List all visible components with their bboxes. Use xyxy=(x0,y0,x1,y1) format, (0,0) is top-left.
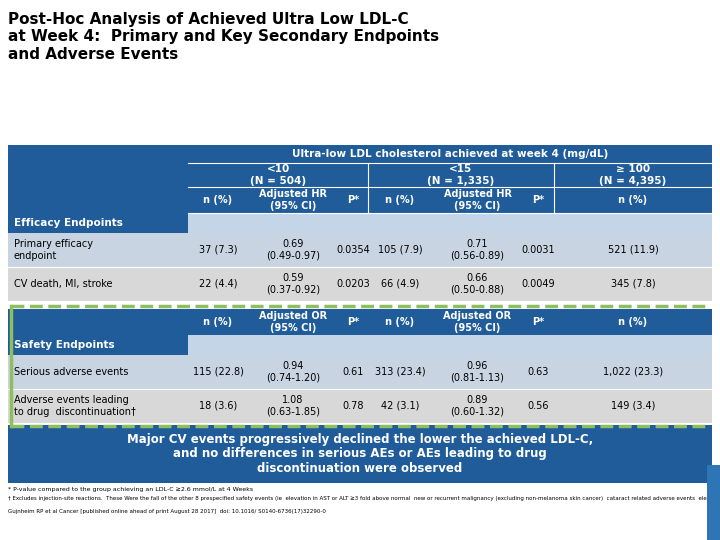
Text: 313 (23.4): 313 (23.4) xyxy=(374,367,426,377)
Text: 0.59
(0.37-0.92): 0.59 (0.37-0.92) xyxy=(266,273,320,295)
Text: 0.0203: 0.0203 xyxy=(336,279,370,289)
Text: <10
(N = 504): <10 (N = 504) xyxy=(250,164,306,186)
Text: 0.94
(0.74-1.20): 0.94 (0.74-1.20) xyxy=(266,361,320,383)
Bar xyxy=(8,425,712,483)
Text: Primary efficacy
endpoint: Primary efficacy endpoint xyxy=(14,239,93,261)
Text: 115 (22.8): 115 (22.8) xyxy=(192,367,243,377)
Bar xyxy=(8,355,712,389)
Text: n (%): n (%) xyxy=(618,317,647,327)
Bar xyxy=(188,213,712,233)
Text: 0.56: 0.56 xyxy=(528,401,549,411)
Text: 0.71
(0.56-0.89): 0.71 (0.56-0.89) xyxy=(451,239,505,261)
Bar xyxy=(8,163,712,187)
Text: Adjusted OR
(95% CI): Adjusted OR (95% CI) xyxy=(444,311,512,333)
Text: 345 (7.8): 345 (7.8) xyxy=(611,279,655,289)
Text: Post-Hoc Analysis of Achieved Ultra Low LDL-C
at Week 4:  Primary and Key Second: Post-Hoc Analysis of Achieved Ultra Low … xyxy=(8,12,439,62)
Bar xyxy=(8,267,712,301)
Text: 37 (7.3): 37 (7.3) xyxy=(199,245,238,255)
Text: 22 (4.4): 22 (4.4) xyxy=(199,279,238,289)
Text: <15
(N = 1,335): <15 (N = 1,335) xyxy=(428,164,495,186)
Bar xyxy=(8,145,712,163)
Text: 42 (3.1): 42 (3.1) xyxy=(381,401,419,411)
Text: n (%): n (%) xyxy=(204,317,233,327)
Text: P*: P* xyxy=(532,195,544,205)
Bar xyxy=(707,465,720,540)
Text: 0.0049: 0.0049 xyxy=(522,279,555,289)
Text: n (%): n (%) xyxy=(618,195,647,205)
Bar xyxy=(8,335,712,355)
Text: 0.66
(0.50-0.88): 0.66 (0.50-0.88) xyxy=(451,273,505,295)
Text: Major CV events progressively declined the lower the achieved LDL-C,
and no diff: Major CV events progressively declined t… xyxy=(127,433,593,476)
Text: * P-value compared to the group achieving an LDL-C ≥2.6 mmol/L at 4 Weeks: * P-value compared to the group achievin… xyxy=(8,487,253,492)
Text: Ultra-low LDL cholesterol achieved at week 4 (mg/dL): Ultra-low LDL cholesterol achieved at we… xyxy=(292,149,608,159)
Bar xyxy=(8,213,712,233)
Bar xyxy=(188,335,712,355)
Text: Adjusted HR
(95% CI): Adjusted HR (95% CI) xyxy=(259,189,327,211)
Text: 0.61: 0.61 xyxy=(342,367,364,377)
Text: 0.78: 0.78 xyxy=(342,401,364,411)
Text: 0.63: 0.63 xyxy=(528,367,549,377)
Text: † Excludes injection-site reactions.  These Were the fall of the other 8 prespec: † Excludes injection-site reactions. The… xyxy=(8,496,720,501)
Text: 521 (11.9): 521 (11.9) xyxy=(608,245,658,255)
Text: Gujnheim RP et al Cancer [published online ahead of print August 28 2017]  doi: : Gujnheim RP et al Cancer [published onli… xyxy=(8,509,326,514)
Text: 0.69
(0.49-0.97): 0.69 (0.49-0.97) xyxy=(266,239,320,261)
Bar xyxy=(8,389,712,423)
Text: Adverse events leading
to drug  discontinuation†: Adverse events leading to drug discontin… xyxy=(14,395,136,417)
Text: 1.08
(0.63-1.85): 1.08 (0.63-1.85) xyxy=(266,395,320,417)
Bar xyxy=(8,187,712,213)
Text: CV death, MI, stroke: CV death, MI, stroke xyxy=(14,279,112,289)
Text: Adjusted HR
(95% CI): Adjusted HR (95% CI) xyxy=(444,189,511,211)
Text: Adjusted OR
(95% CI): Adjusted OR (95% CI) xyxy=(259,311,327,333)
Text: ≥ 100
(N = 4,395): ≥ 100 (N = 4,395) xyxy=(599,164,667,186)
Text: 0.0031: 0.0031 xyxy=(522,245,555,255)
Text: 1,022 (23.3): 1,022 (23.3) xyxy=(603,367,663,377)
Text: P*: P* xyxy=(347,195,359,205)
Text: 0.96
(0.81-1.13): 0.96 (0.81-1.13) xyxy=(451,361,505,383)
Text: Efficacy Endpoints: Efficacy Endpoints xyxy=(14,218,123,228)
Text: n (%): n (%) xyxy=(204,195,233,205)
Text: 0.89
(0.60-1.32): 0.89 (0.60-1.32) xyxy=(451,395,505,417)
Text: Safety Endpoints: Safety Endpoints xyxy=(14,340,114,350)
Text: 0.0354: 0.0354 xyxy=(336,245,370,255)
Text: P*: P* xyxy=(532,317,544,327)
Text: 66 (4.9): 66 (4.9) xyxy=(381,279,419,289)
Text: 149 (3.4): 149 (3.4) xyxy=(611,401,655,411)
Text: P*: P* xyxy=(347,317,359,327)
Text: n (%): n (%) xyxy=(385,317,415,327)
Bar xyxy=(8,233,712,267)
Text: 105 (7.9): 105 (7.9) xyxy=(378,245,423,255)
Bar xyxy=(8,309,712,335)
Text: n (%): n (%) xyxy=(385,195,415,205)
Text: Serious adverse events: Serious adverse events xyxy=(14,367,128,377)
Text: 18 (3.6): 18 (3.6) xyxy=(199,401,237,411)
